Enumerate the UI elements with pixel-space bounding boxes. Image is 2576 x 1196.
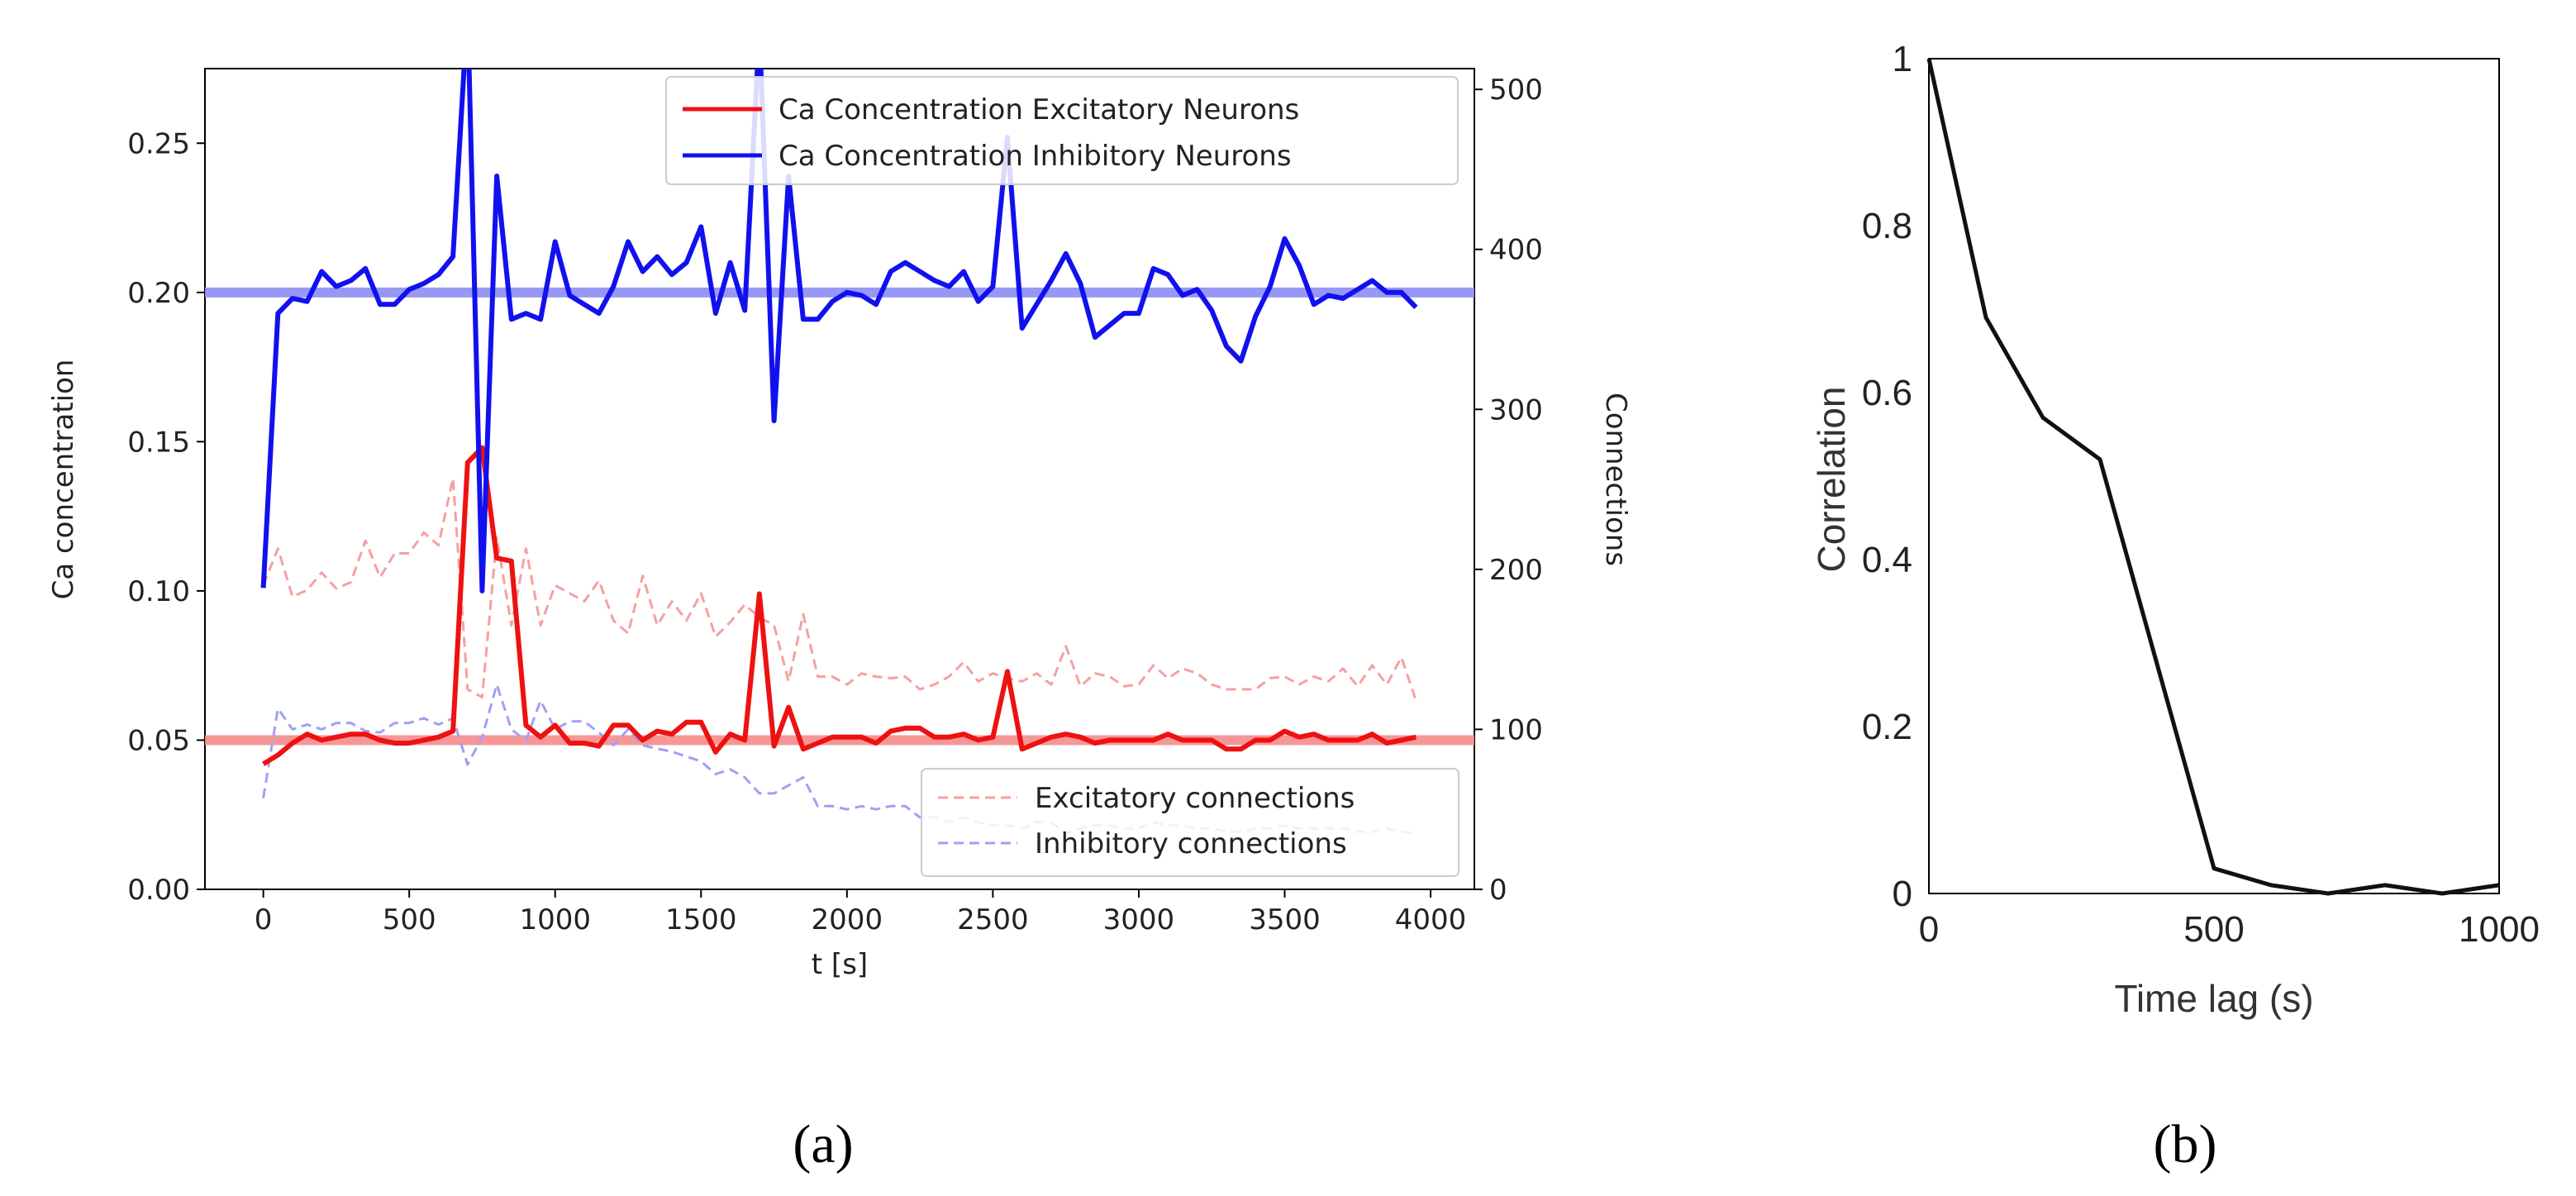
x-tick-label: 0 bbox=[255, 903, 273, 936]
y-tick-label: 0.20 bbox=[127, 277, 190, 310]
series-correlation bbox=[1926, 58, 2500, 896]
panel-a-plot-frame bbox=[204, 68, 1475, 890]
panel-b-y-ticks: 0 0.2 0.4 0.6 0.8 1 bbox=[1862, 39, 1912, 914]
legend-label-inhibitory-connections: Inhibitory connections bbox=[1035, 827, 1347, 860]
y-tick-label: 1 bbox=[1893, 39, 1912, 79]
y2-tick-label: 0 bbox=[1489, 874, 1507, 907]
legend-bottom-box bbox=[921, 768, 1459, 877]
panel-a-legend-top: Ca Concentration Excitatory Neurons Ca C… bbox=[665, 76, 1459, 185]
x-tick-label: 2000 bbox=[812, 903, 883, 936]
panel-b-x-axis-label: Time lag (s) bbox=[2114, 977, 2313, 1020]
panel-a-x-axis-label: t [s] bbox=[812, 948, 868, 981]
caption-a: (a) bbox=[793, 1114, 853, 1175]
y2-tick-label: 500 bbox=[1489, 74, 1543, 107]
y-tick-label: 0.00 bbox=[127, 874, 190, 907]
legend-label-excitatory-connections: Excitatory connections bbox=[1035, 782, 1355, 815]
caption-b: (b) bbox=[2154, 1114, 2217, 1175]
panel-a-chart: 0 500 1000 1500 2000 2500 3000 3500 4000 0.000.0… bbox=[47, 68, 1632, 981]
y2-tick-label: 200 bbox=[1489, 554, 1543, 587]
y-tick-label: 0.10 bbox=[127, 575, 190, 608]
series-excitatory-connections bbox=[262, 477, 1417, 702]
legend-label-inhibitory-ca: Ca Concentration Inhibitory Neurons bbox=[779, 140, 1292, 173]
series-inhibitory-ca bbox=[260, 69, 1418, 593]
x-tick-label: 500 bbox=[383, 903, 436, 936]
y-tick-label: 0 bbox=[1893, 874, 1912, 914]
y2-tick-label: 400 bbox=[1489, 234, 1543, 267]
panel-b-correlation-series bbox=[1926, 58, 2500, 896]
x-tick-label: 1000 bbox=[2459, 909, 2540, 950]
panel-b-plot-frame bbox=[1928, 58, 2500, 894]
panel-a-y-axis-label: Ca concentration bbox=[47, 360, 80, 600]
panel-b-y-axis-label: Correlation bbox=[1810, 387, 1853, 573]
panel-a-reference-lines bbox=[205, 287, 1474, 746]
x-tick-label: 3000 bbox=[1103, 903, 1175, 936]
x-tick-label: 4000 bbox=[1395, 903, 1467, 936]
x-tick-label: 2500 bbox=[957, 903, 1029, 936]
y-tick-label: 0.05 bbox=[127, 724, 190, 757]
legend-label-excitatory-ca: Ca Concentration Excitatory Neurons bbox=[779, 93, 1299, 126]
y2-tick-label: 100 bbox=[1489, 713, 1543, 746]
panel-a-concentration-series bbox=[260, 69, 1418, 766]
y-tick-label: 0.25 bbox=[127, 127, 190, 160]
y2-tick-label: 300 bbox=[1489, 393, 1543, 426]
panel-b-x-ticks: 0 500 1000 bbox=[1919, 909, 2540, 950]
series-excitatory-ca bbox=[262, 445, 1417, 766]
panel-a-legend-bottom: Excitatory connections Inhibitory connec… bbox=[921, 768, 1459, 877]
x-tick-label: 3500 bbox=[1249, 903, 1321, 936]
y-tick-label: 0.8 bbox=[1862, 206, 1912, 246]
y-tick-label: 0.2 bbox=[1862, 707, 1912, 747]
x-tick-label: 1500 bbox=[665, 903, 737, 936]
panel-a-y-ticks: 0.00 0.05 0.10 0.15 0.20 0.25 bbox=[127, 127, 205, 907]
panel-a-y2-ticks: 0 100 200 300 400 500 bbox=[1474, 74, 1543, 907]
y-tick-label: 0.6 bbox=[1862, 373, 1912, 413]
legend-top-box bbox=[665, 76, 1459, 185]
panel-b-chart: 0 500 1000 0 0.2 0.4 0.6 0.8 1 Time lag (s) Cor… bbox=[1810, 39, 2540, 1020]
y-tick-label: 0.15 bbox=[127, 426, 190, 459]
panel-a-x-ticks: 0 500 1000 1500 2000 2500 3000 3500 4000 bbox=[255, 889, 1466, 936]
y-tick-label: 0.4 bbox=[1862, 540, 1912, 580]
x-tick-label: 500 bbox=[2183, 909, 2244, 950]
panel-a-y2-axis-label: Connections bbox=[1599, 393, 1632, 566]
x-tick-label: 1000 bbox=[519, 903, 591, 936]
x-tick-label: 0 bbox=[1919, 909, 1939, 950]
